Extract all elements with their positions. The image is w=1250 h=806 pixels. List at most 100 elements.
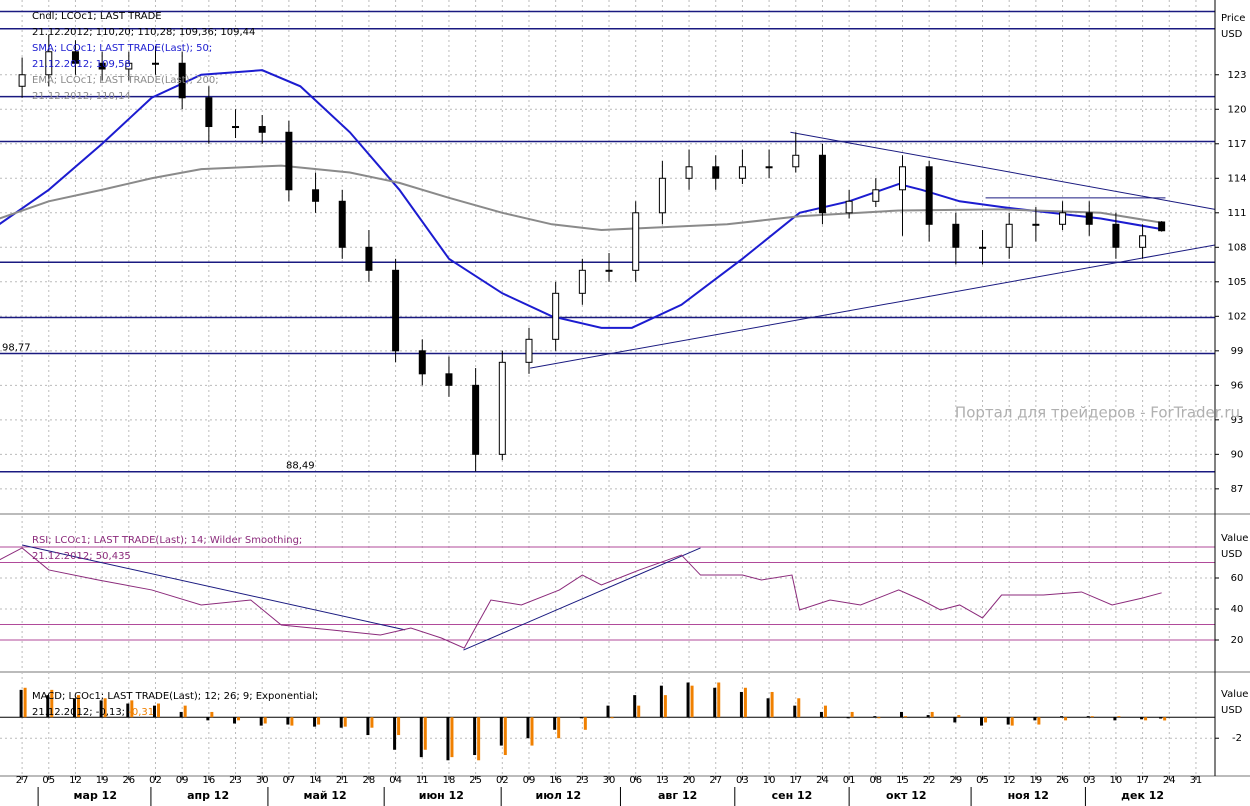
bar xyxy=(1037,717,1041,725)
legend-text: RSI; LCOc1; LAST TRADE(Last); 14; Wilder… xyxy=(32,535,302,546)
candle-body xyxy=(578,269,586,294)
legend-line: 21.12.2012; 50,435 xyxy=(32,551,131,562)
candle-body xyxy=(18,74,26,87)
x-tick-label: 14 xyxy=(309,775,322,786)
x-tick-label: 30 xyxy=(603,775,616,786)
x-tick-label: 23 xyxy=(576,775,589,786)
candle-body xyxy=(872,189,880,202)
x-tick-label: 24 xyxy=(1163,775,1176,786)
candle-body xyxy=(925,166,933,225)
x-tick-label: 21 xyxy=(336,775,349,786)
legend-text: -0,31 xyxy=(128,707,154,718)
legend-line: MACD; LCOc1; LAST TRADE(Last); 12; 26; 9… xyxy=(32,691,318,702)
bar xyxy=(72,698,76,718)
candle-body xyxy=(1085,212,1093,225)
x-tick-label: 09 xyxy=(523,775,536,786)
bar xyxy=(477,717,481,761)
legend-text: 21.12.2012; 110,14 xyxy=(32,91,131,102)
candle-body xyxy=(952,223,960,248)
y-tick-label: 93 xyxy=(1231,415,1244,426)
month-label: сен 12 xyxy=(772,789,813,802)
bar xyxy=(503,717,507,756)
x-tick-label: 24 xyxy=(816,775,829,786)
candle-body xyxy=(632,212,640,271)
y-tick-label: 99 xyxy=(1231,346,1244,357)
bar xyxy=(1060,716,1064,718)
bar xyxy=(397,717,401,736)
trend-line xyxy=(463,547,701,651)
month-label: дек 12 xyxy=(1121,789,1164,802)
candle-body xyxy=(312,189,320,202)
candle-body xyxy=(1139,235,1147,248)
bar xyxy=(1144,717,1148,721)
bar xyxy=(1006,717,1010,725)
bar xyxy=(210,711,214,718)
y-tick-label: 87 xyxy=(1231,484,1244,495)
x-tick-label: 29 xyxy=(949,775,962,786)
trend-line xyxy=(790,131,1216,210)
bar xyxy=(317,717,321,725)
bar xyxy=(99,700,103,718)
x-tick-label: 01 xyxy=(843,775,856,786)
watermark: Портал для трейдеров - ForTrader.ru xyxy=(955,404,1240,422)
bar xyxy=(686,682,690,718)
bar xyxy=(1159,717,1163,719)
x-tick-label: 25 xyxy=(469,775,482,786)
bar xyxy=(23,687,27,718)
y-tick-label: 123 xyxy=(1227,70,1246,81)
bar xyxy=(126,703,130,718)
bar xyxy=(579,717,583,719)
bar xyxy=(130,700,134,718)
candle-body xyxy=(205,97,213,128)
y-tick-label: 105 xyxy=(1227,277,1246,288)
bar xyxy=(263,717,267,724)
candle-body xyxy=(258,126,266,133)
bar xyxy=(633,695,637,718)
x-tick-label: 19 xyxy=(1030,775,1043,786)
y-tick-label: 114 xyxy=(1227,173,1246,184)
bar xyxy=(659,685,663,718)
x-tick-label: 12 xyxy=(1003,775,1016,786)
candle-body xyxy=(818,154,826,214)
legend-line: RSI; LCOc1; LAST TRADE(Last); 14; Wilder… xyxy=(32,535,302,546)
x-tick-label: 31 xyxy=(1190,775,1203,786)
bar xyxy=(290,717,294,726)
axis-label: USD xyxy=(1221,549,1243,560)
x-tick-label: 22 xyxy=(923,775,936,786)
x-tick-label: 18 xyxy=(443,775,456,786)
month-label: июл 12 xyxy=(536,789,582,802)
y-tick-label: 102 xyxy=(1227,311,1246,322)
axis-label: Value xyxy=(1221,533,1248,544)
bar xyxy=(419,717,423,758)
bar xyxy=(846,717,850,719)
bar xyxy=(690,685,694,718)
candle-body xyxy=(151,62,159,65)
bar xyxy=(663,695,667,718)
bar xyxy=(770,691,774,718)
legend-line: 21.12.2012; 109,58 xyxy=(32,59,131,70)
y-tick-label: 60 xyxy=(1231,573,1244,584)
month-label: авг 12 xyxy=(658,789,697,802)
bar xyxy=(873,716,877,718)
x-tick-label: 26 xyxy=(1056,775,1069,786)
candle-body xyxy=(525,338,533,363)
candle-body xyxy=(712,166,720,179)
y-tick-label: 108 xyxy=(1227,242,1246,253)
x-tick-label: 13 xyxy=(656,775,669,786)
legend-line: 21.12.2012; -0,13; -0,31 xyxy=(32,707,154,718)
x-tick-label: 02 xyxy=(496,775,509,786)
legend-line: SMA; LCOc1; LAST TRADE(Last); 50; xyxy=(32,43,212,54)
bar xyxy=(739,691,743,718)
bar xyxy=(899,711,903,718)
bar xyxy=(259,717,263,726)
bar xyxy=(339,717,343,728)
candle-body xyxy=(285,131,293,191)
legend-text: Cndl; LCOc1; LAST TRADE xyxy=(32,11,162,22)
trend-line xyxy=(21,544,406,631)
legend-text: 21.12.2012; 110,20; 110,28; 109,36; 109,… xyxy=(32,27,255,38)
y-tick-label: 117 xyxy=(1227,139,1246,150)
line-series xyxy=(0,547,1162,649)
legend-text: 21.12.2012; 50,435 xyxy=(32,551,131,562)
x-tick-label: 12 xyxy=(69,775,82,786)
candle-body xyxy=(98,62,106,70)
